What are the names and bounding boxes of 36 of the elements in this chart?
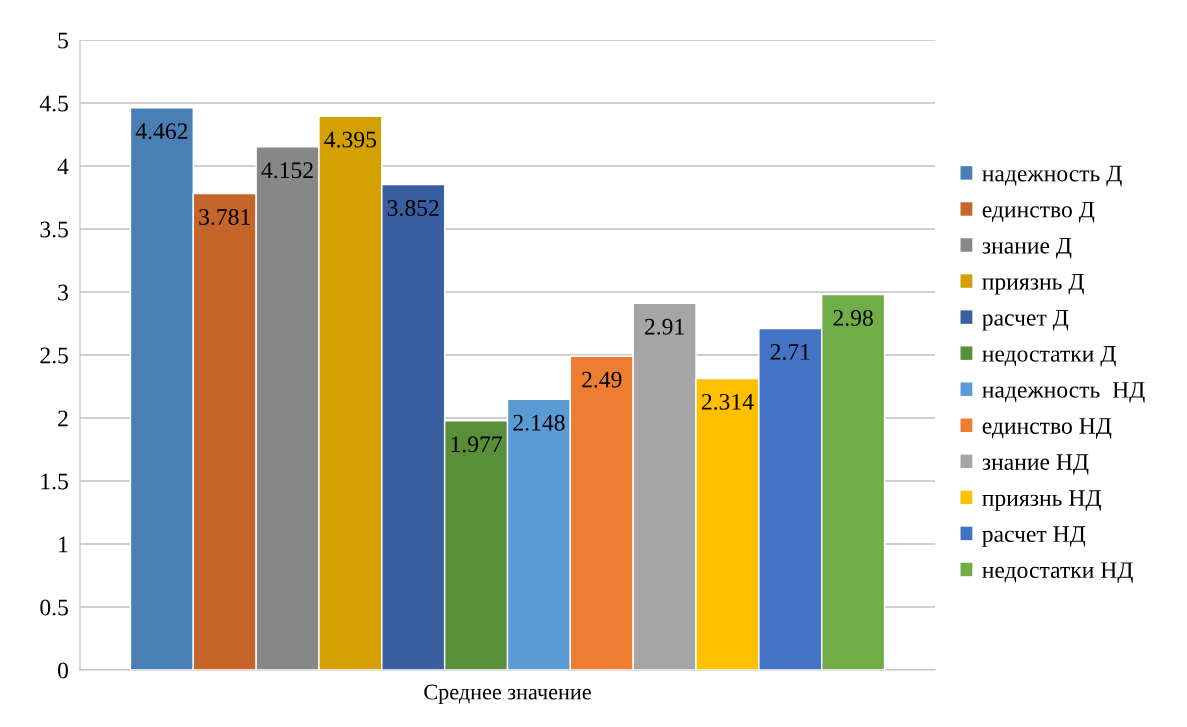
legend-label: приязнь НД — [982, 490, 1101, 511]
y-tick-label: 4 — [57, 158, 69, 175]
data-label: 3.852 — [387, 200, 439, 217]
legend-label: недостатки Д — [982, 346, 1116, 367]
legend-label: знание НД — [982, 454, 1089, 475]
data-label: 2.314 — [701, 393, 754, 410]
y-tick-label: 4.5 — [39, 95, 68, 112]
y-tick-label: 3 — [58, 284, 68, 301]
data-label: 2.98 — [833, 309, 873, 326]
x-tick-label: Среднее значение — [424, 684, 591, 705]
legend-label: единство НД — [982, 418, 1112, 439]
legend-label: надежность Д — [982, 165, 1122, 187]
data-label: 2.91 — [644, 318, 684, 335]
data-label: 4.152 — [261, 162, 313, 179]
legend-label: единство Д — [982, 201, 1095, 223]
data-label: 2.71 — [770, 343, 810, 360]
data-label: 4.462 — [135, 123, 188, 140]
y-tick-label: 1 — [59, 536, 68, 553]
y-tick-label: 1.5 — [41, 473, 68, 490]
legend-label: недостатки НД — [982, 562, 1133, 583]
legend-label: приязнь Д — [982, 273, 1084, 295]
data-label: 2.148 — [513, 414, 565, 431]
data-label: 2.49 — [582, 371, 622, 388]
y-tick-label: 2.5 — [40, 347, 68, 364]
y-tick-label: 5 — [58, 32, 68, 49]
data-label: 1.977 — [451, 436, 502, 453]
legend-label: расчет НД — [982, 526, 1086, 547]
data-label: 4.395 — [324, 131, 377, 148]
y-tick-label: 2 — [58, 410, 68, 427]
y-tick-label: 3.5 — [40, 221, 68, 238]
y-tick-label: 0 — [57, 662, 68, 679]
legend-label: расчет Д — [982, 310, 1069, 331]
legend-label: надежность НД — [982, 382, 1145, 403]
data-label: 3.781 — [199, 208, 250, 226]
y-tick-label: 0.5 — [40, 599, 68, 616]
legend-label: знание Д — [982, 237, 1072, 259]
